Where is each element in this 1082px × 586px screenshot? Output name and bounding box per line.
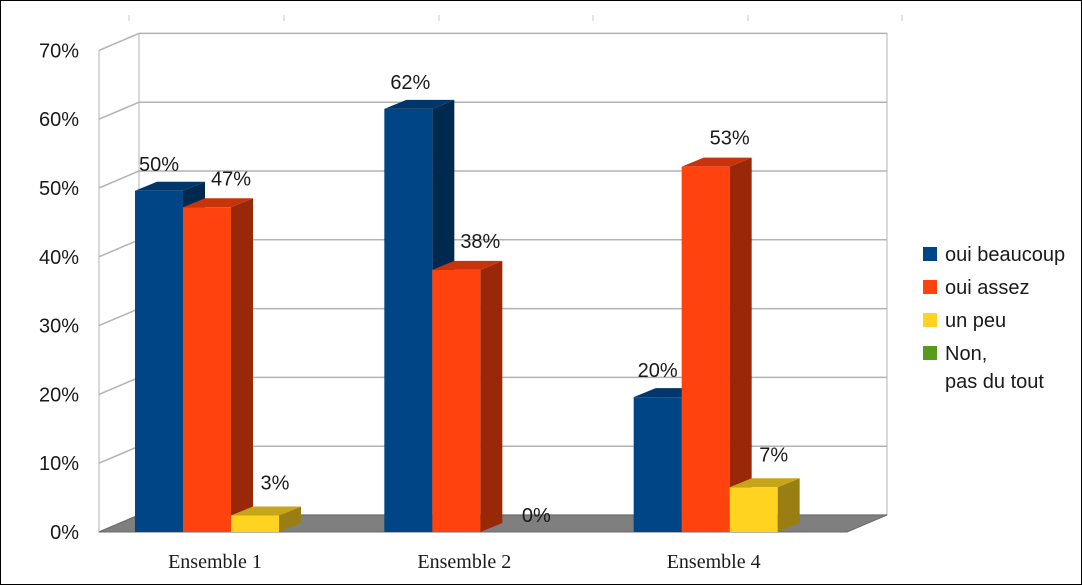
legend-label: oui beaucoup — [945, 244, 1065, 266]
bar — [384, 108, 433, 532]
legend: oui beaucoup oui assez un peu Non, pas du to… — [923, 244, 1065, 393]
y-tick-label: 30% — [39, 316, 79, 338]
legend-label-line: un peu — [945, 310, 1006, 332]
data-label: 38% — [460, 231, 500, 253]
bar — [729, 487, 778, 532]
legend-label-line: Non, — [945, 343, 987, 365]
legend-label: un peu — [945, 310, 1006, 332]
gridline-side — [98, 445, 140, 464]
legend-swatch — [923, 247, 937, 261]
data-label: 20% — [638, 360, 678, 382]
data-labels: 50% 47% 3% 62% 38% 0% 20% 53% 7% — [139, 72, 788, 527]
data-label: 0% — [522, 505, 551, 527]
bar-side — [231, 198, 253, 532]
bar-top — [432, 260, 503, 270]
bar — [183, 207, 231, 532]
y-tick-label: 70% — [39, 40, 79, 62]
bar — [432, 269, 481, 532]
legend-label-line: pas du tout — [945, 371, 1044, 393]
data-label: 3% — [261, 472, 290, 494]
gridline-side — [98, 307, 140, 327]
y-tick-label: 10% — [39, 453, 79, 475]
x-axis-labels: Ensemble 1 Ensemble 2 Ensemble 4 — [168, 551, 761, 573]
x-category-label: Ensemble 2 — [417, 551, 511, 573]
data-label: 50% — [139, 154, 179, 176]
bar-top — [384, 99, 455, 109]
y-tick-label: 20% — [39, 384, 79, 406]
bar — [681, 166, 730, 532]
x-category-label: Ensemble 1 — [168, 551, 262, 573]
gridline-side — [98, 376, 140, 396]
legend-label-line: oui beaucoup — [945, 244, 1065, 266]
gridline-side — [98, 239, 140, 258]
back-wall — [138, 32, 888, 516]
bar-side — [777, 478, 800, 532]
legend-swatch — [923, 313, 937, 327]
y-tick-label: 40% — [39, 247, 79, 269]
data-label: 47% — [211, 168, 251, 190]
legend-label-line: oui assez — [945, 277, 1030, 299]
y-tick-label: 50% — [39, 178, 79, 200]
bar-side — [729, 157, 752, 532]
bar-top — [183, 198, 253, 208]
top-tick-marks — [128, 15, 903, 21]
bar — [633, 397, 682, 532]
bar-side — [480, 260, 503, 532]
legend-swatch — [923, 280, 937, 294]
bar-side — [279, 506, 301, 532]
y-tick-label: 60% — [39, 109, 79, 131]
bar — [231, 515, 279, 532]
gridline-side — [98, 32, 140, 52]
y-axis-labels: 0% 10% 20% 30% 40% 50% 60% 70% — [39, 40, 79, 544]
y-tick-label: 0% — [50, 522, 79, 544]
legend-swatch — [923, 346, 937, 360]
gridline-side — [98, 101, 140, 120]
bar-top — [681, 157, 752, 167]
x-category-label: Ensemble 4 — [667, 551, 761, 573]
side-wall — [98, 32, 140, 533]
data-label: 62% — [390, 72, 430, 94]
data-label: 53% — [710, 128, 750, 150]
bar — [135, 190, 183, 532]
bar-top — [231, 506, 301, 516]
legend-label: oui assez — [945, 277, 1030, 299]
bars — [135, 99, 800, 532]
bar-top — [729, 478, 800, 488]
bar-top — [135, 181, 205, 191]
data-label: 7% — [759, 444, 788, 466]
legend-label: Non, pas du tout — [945, 343, 1044, 393]
gridline-side — [98, 170, 140, 189]
